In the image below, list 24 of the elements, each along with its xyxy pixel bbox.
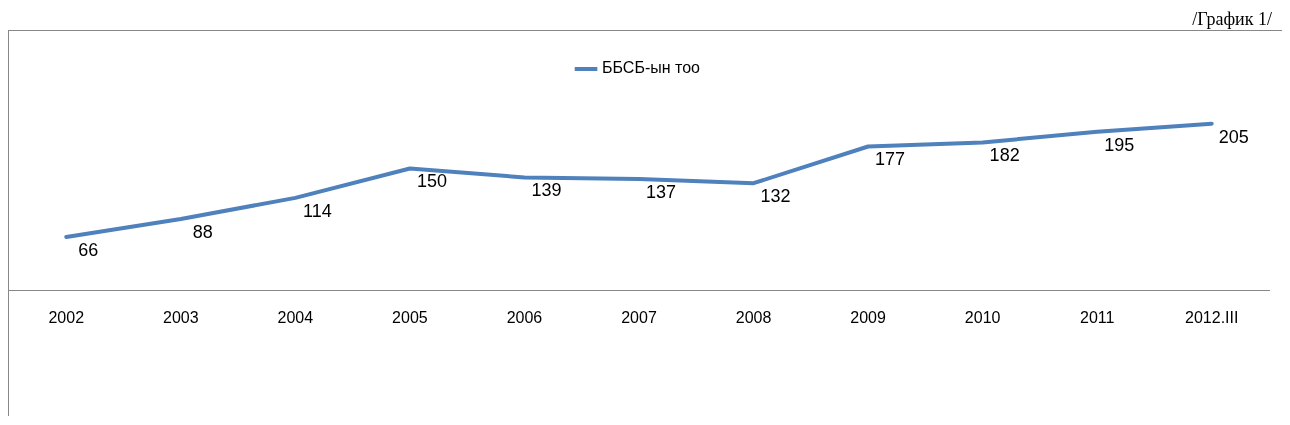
x-tick-label: 2010 [964, 308, 1001, 326]
legend-label: ББСБ-ын тоо [602, 59, 701, 77]
text: /График 1/ [1191, 8, 1273, 30]
x-tick-label: 2002 [48, 308, 85, 326]
x-tick-label: 2007 [621, 308, 657, 326]
data-label: 137 [645, 182, 677, 203]
data-label: 132 [760, 186, 791, 207]
x-tick-label: 2003 [163, 308, 199, 326]
data-label: 182 [989, 145, 1020, 166]
data-label: 177 [875, 149, 906, 170]
x-tick-label: 2008 [735, 308, 772, 326]
x-tick-label: 2006 [506, 308, 543, 326]
data-label: 88 [192, 222, 213, 243]
x-tick-label: 2011 [1079, 308, 1115, 326]
data-label: 205 [1218, 126, 1249, 147]
data-label: 66 [78, 239, 99, 260]
x-tick-label: 2004 [277, 308, 314, 326]
data-label: 114 [303, 200, 332, 221]
data-label: 195 [1104, 134, 1135, 155]
x-tick-label: 2005 [392, 308, 428, 326]
x-tick-label: 2009 [850, 308, 886, 326]
x-tick-label: 2012.III [1185, 308, 1239, 326]
data-label: 139 [531, 180, 562, 201]
data-label: 150 [416, 171, 447, 192]
